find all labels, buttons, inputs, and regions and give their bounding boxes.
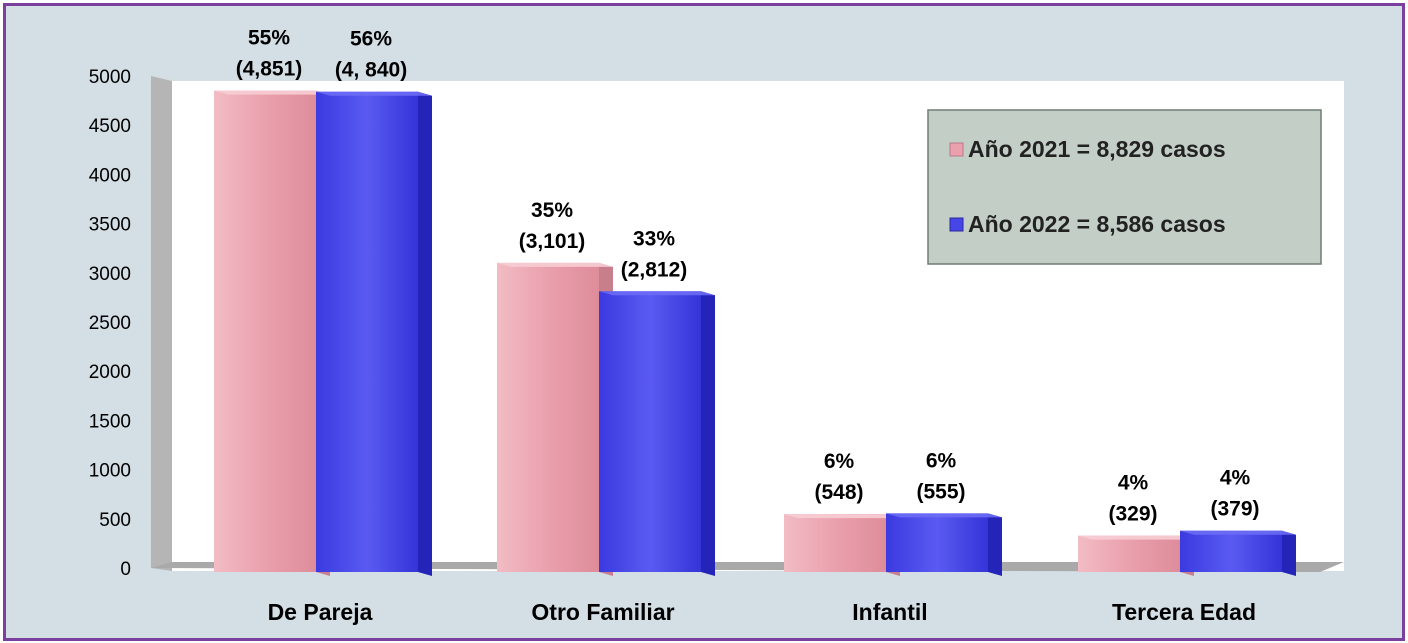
legend: Año 2021 = 8,829 casos Año 2022 = 8,586 … [927,109,1322,265]
data-label-pct: 4% [1220,467,1251,490]
y-tick-label: 2000 [89,362,131,383]
bar-2022-top [316,91,432,96]
data-label-pct: 4% [1118,472,1149,495]
legend-swatch-2022 [949,217,964,232]
chart-frame: 0 500 1000 1500 2000 2500 3000 3500 4000 4500 5000… [3,3,1405,641]
data-labels-group: 55% (4,851) 56% (4, 840) 35% (3,101) 33% (2,812… [236,27,1260,526]
bar-2022 [599,291,701,572]
data-label-count: (555) [916,480,965,503]
bar-2022 [316,91,418,572]
y-tick-label: 0 [120,559,131,580]
y-tick-label: 1500 [89,411,131,432]
bar-2021 [214,90,316,573]
legend-box [927,109,1322,265]
x-category-label: De Pareja [268,599,373,625]
x-category-label: Tercera Edad [1112,599,1256,625]
bar-2022-side [418,91,432,576]
y-tick-label: 4000 [89,165,131,186]
bar-2022-top [599,291,715,296]
data-label-count: (379) [1210,498,1259,521]
plot-floor [151,562,1344,572]
bars-group [214,90,1296,577]
y-tick-label: 3500 [89,215,131,236]
data-label-count: (4,851) [236,58,303,81]
bar-2022-side [988,513,1002,576]
y-tick-label: 1000 [89,461,131,482]
data-label-count: (329) [1108,503,1157,526]
data-label-pct: 35% [531,199,573,222]
bar-2021 [497,262,599,572]
x-category-label: Otro Familiar [531,599,674,625]
bar-2022-top [1180,530,1296,535]
data-label-pct: 6% [824,450,855,473]
y-tick-label: 4500 [89,116,131,137]
bar-2022-top [886,513,1002,518]
data-label-count: (548) [814,481,863,504]
data-label-pct: 55% [248,27,290,50]
bar-2021-top [214,90,330,95]
data-label-count: (3,101) [519,230,586,253]
y-axis: 0 500 1000 1500 2000 2500 3000 3500 4000 4500 5000 [89,67,131,580]
legend-swatch-2021 [949,142,964,157]
x-category-label: Infantil [852,599,927,625]
data-label-pct: 6% [926,449,957,472]
y-tick-label: 3000 [89,264,131,285]
data-label-count: (4, 840) [335,59,407,82]
bar-chart: 0 500 1000 1500 2000 2500 3000 3500 4000 4500 5000… [89,27,1344,625]
legend-label-2022: Año 2022 = 8,586 casos [968,211,1226,237]
data-label-pct: 33% [633,227,675,250]
bar-2021 [784,514,886,572]
y-tick-label: 2500 [89,313,131,334]
bar-2021-top [497,262,613,267]
bar-2021-top [1078,535,1194,540]
data-label-pct: 56% [350,28,392,51]
bar-2022-side [701,291,715,576]
x-axis: De Pareja Otro Familiar Infantil Tercera Ed… [268,599,1256,625]
bar-2022 [886,513,988,572]
legend-label-2021: Año 2021 = 8,829 casos [968,136,1226,162]
bar-2022 [1180,530,1282,572]
data-label-count: (2,812) [621,258,688,281]
bar-2021-top [784,514,900,519]
plot-side-wall [151,76,172,571]
bar-2022-side [1282,530,1296,576]
bar-2021 [1078,535,1180,572]
y-tick-label: 500 [99,510,131,531]
y-tick-label: 5000 [89,67,131,88]
